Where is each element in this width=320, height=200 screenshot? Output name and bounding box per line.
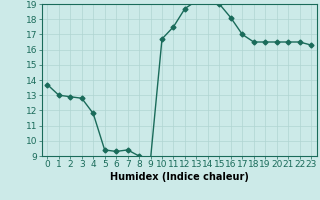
X-axis label: Humidex (Indice chaleur): Humidex (Indice chaleur) bbox=[110, 172, 249, 182]
